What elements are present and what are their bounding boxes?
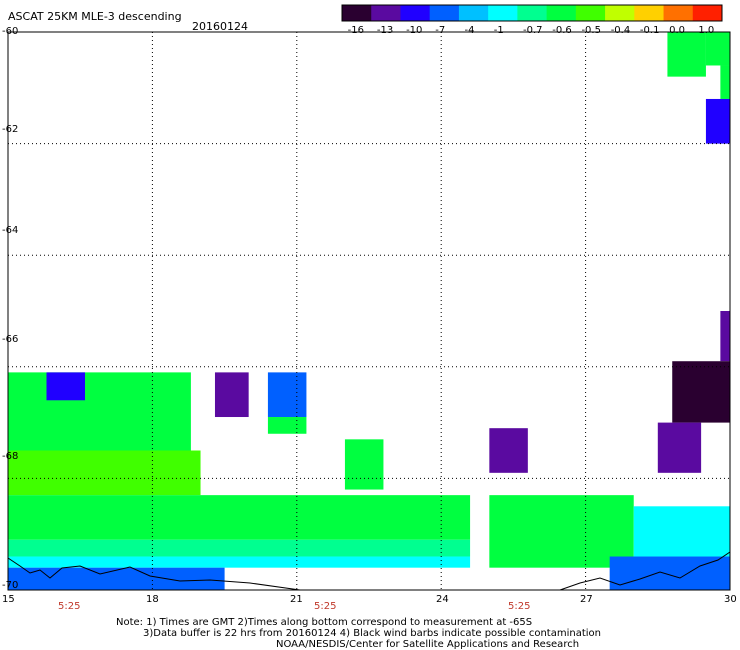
lon-tick-label: 30: [724, 594, 737, 605]
data-cell: [8, 495, 471, 540]
colorbar-segment: [371, 5, 401, 21]
colorbar-label: -13: [376, 25, 394, 36]
colorbar-label: -0.7: [523, 25, 543, 36]
colorbar: [341, 4, 723, 22]
plot-frame: [7, 31, 731, 591]
colorbar-segment: [546, 5, 577, 21]
data-cell: [672, 361, 730, 423]
pass-time-label: 5:25: [58, 601, 81, 612]
note-line-2: 3)Data buffer is 22 hrs from 20160124 4)…: [143, 628, 601, 639]
lat-tick-label: -66: [2, 334, 19, 345]
colorbar-label: 1.0: [698, 25, 715, 36]
colorbar-label: -16: [347, 25, 364, 36]
note-line-3: NOAA/NESDIS/Center for Satellite Applica…: [276, 639, 580, 650]
lat-tick-label: -68: [2, 451, 19, 462]
colorbar-label: -0.5: [581, 25, 601, 36]
lat-lon-grid: [8, 32, 730, 590]
lon-tick-label: 21: [290, 594, 303, 605]
data-cell: [267, 417, 307, 434]
coastline-line: [7, 557, 301, 591]
colorbar-segment: [575, 5, 606, 21]
colorbar-label: -1: [493, 25, 504, 36]
colorbar-frame: [341, 4, 723, 22]
data-cell: [8, 567, 225, 590]
coastline: [7, 551, 731, 591]
note-line-1: Note: 1) Times are GMT 2)Times along bot…: [116, 617, 533, 628]
pass-time-label: 5:25: [508, 601, 531, 612]
colorbar-label: -0.6: [552, 25, 572, 36]
lon-tick-label: 15: [2, 594, 15, 605]
product-title: ASCAT 25KM MLE-3 descending: [8, 10, 182, 23]
data-cell: [8, 556, 471, 568]
colorbar-segment: [400, 5, 431, 21]
data-cell: [8, 372, 191, 451]
data-cell: [8, 539, 471, 557]
lon-tick-label: 18: [146, 594, 159, 605]
data-cell: [267, 372, 307, 418]
data-cell: [705, 32, 730, 66]
colorbar-label: -4: [464, 25, 475, 36]
data-cell: [720, 311, 730, 362]
data-cell: [633, 506, 730, 557]
colorbar-segment: [429, 5, 460, 21]
lat-tick-label: -62: [2, 124, 19, 135]
date-title: 20160124: [192, 20, 248, 33]
data-cell: [667, 32, 706, 77]
colorbar-segment: [634, 5, 665, 21]
colorbar-segment: [692, 5, 723, 21]
lon-tick-label: 27: [580, 594, 593, 605]
data-cell: [214, 372, 249, 418]
data-cell: [705, 98, 730, 144]
colorbar-label: -7: [435, 25, 446, 36]
data-cell: [344, 439, 384, 490]
coastline-line-east: [559, 551, 731, 591]
colorbar-label: -10: [406, 25, 423, 36]
colorbar-segment: [342, 5, 372, 21]
colorbar-segment: [605, 5, 635, 21]
lon-tick-label: 24: [436, 594, 449, 605]
lat-tick-label: -60: [2, 26, 19, 37]
lat-tick-label: -64: [2, 225, 19, 236]
pass-time-label: 5:25: [314, 601, 337, 612]
data-cell: [489, 428, 528, 473]
colorbar-segment: [663, 5, 694, 21]
data-cell: [657, 422, 702, 473]
lat-tick-label: -70: [2, 580, 19, 591]
data-cell: [609, 556, 730, 590]
colorbar-label: -0.4: [610, 25, 631, 36]
data-cells: [8, 32, 730, 590]
colorbar-segment: [488, 5, 518, 21]
colorbar-label: -0.1: [639, 25, 660, 36]
data-cell: [489, 495, 634, 568]
colorbar-segment: [458, 5, 489, 21]
colorbar-segment: [517, 5, 548, 21]
colorbar-label: 0.0: [669, 25, 686, 36]
data-cell: [720, 65, 730, 99]
data-cell: [46, 372, 86, 401]
data-cell: [8, 450, 201, 496]
